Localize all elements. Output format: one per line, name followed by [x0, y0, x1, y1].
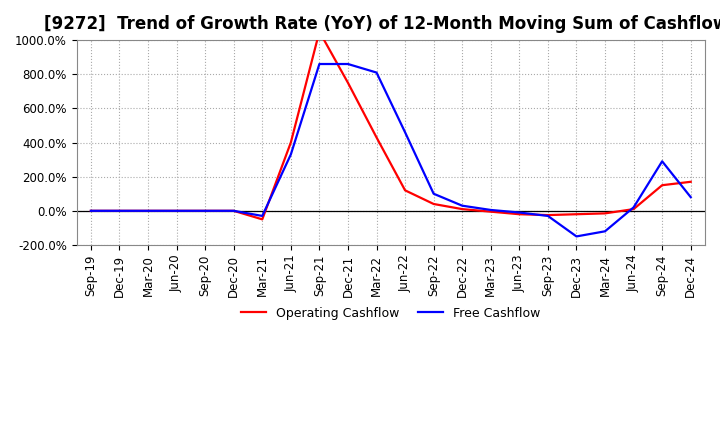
Free Cashflow [230, 208, 238, 213]
Line: Free Cashflow: Free Cashflow [91, 64, 690, 236]
Operating Cashflow [458, 206, 467, 212]
Operating Cashflow [258, 217, 266, 222]
Free Cashflow [429, 191, 438, 196]
Operating Cashflow [629, 206, 638, 212]
Free Cashflow [629, 205, 638, 210]
Operating Cashflow [401, 188, 410, 193]
Operating Cashflow [429, 202, 438, 207]
Operating Cashflow [287, 140, 295, 145]
Free Cashflow [401, 130, 410, 135]
Free Cashflow [544, 213, 552, 219]
Free Cashflow [458, 203, 467, 208]
Operating Cashflow [686, 179, 695, 184]
Free Cashflow [372, 70, 381, 75]
Operating Cashflow [572, 212, 581, 217]
Operating Cashflow [144, 208, 153, 213]
Operating Cashflow [515, 212, 523, 217]
Free Cashflow [600, 229, 609, 234]
Free Cashflow [172, 208, 181, 213]
Operating Cashflow [115, 208, 124, 213]
Operating Cashflow [544, 213, 552, 218]
Line: Operating Cashflow: Operating Cashflow [91, 32, 690, 220]
Free Cashflow [115, 208, 124, 213]
Operating Cashflow [372, 135, 381, 140]
Free Cashflow [658, 159, 667, 164]
Free Cashflow [258, 213, 266, 219]
Operating Cashflow [600, 211, 609, 216]
Operating Cashflow [201, 208, 210, 213]
Free Cashflow [343, 61, 352, 66]
Legend: Operating Cashflow, Free Cashflow: Operating Cashflow, Free Cashflow [236, 302, 546, 325]
Free Cashflow [572, 234, 581, 239]
Free Cashflow [315, 61, 324, 66]
Operating Cashflow [487, 209, 495, 214]
Operating Cashflow [658, 183, 667, 188]
Free Cashflow [487, 207, 495, 213]
Free Cashflow [515, 210, 523, 215]
Operating Cashflow [230, 208, 238, 213]
Operating Cashflow [343, 80, 352, 85]
Free Cashflow [686, 194, 695, 200]
Free Cashflow [86, 208, 95, 213]
Operating Cashflow [172, 208, 181, 213]
Free Cashflow [144, 208, 153, 213]
Operating Cashflow [315, 29, 324, 34]
Title: [9272]  Trend of Growth Rate (YoY) of 12-Month Moving Sum of Cashflows: [9272] Trend of Growth Rate (YoY) of 12-… [44, 15, 720, 33]
Operating Cashflow [86, 208, 95, 213]
Free Cashflow [287, 152, 295, 157]
Free Cashflow [201, 208, 210, 213]
